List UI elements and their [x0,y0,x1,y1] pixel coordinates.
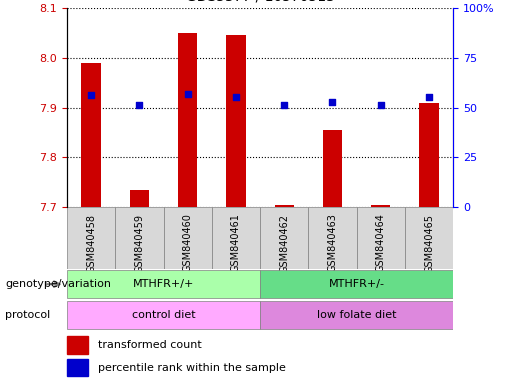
Bar [226,35,246,207]
Bar [274,205,294,207]
Point [425,93,433,99]
Point [135,102,144,108]
Text: protocol: protocol [5,310,50,320]
Bar [67,336,88,354]
Bar [163,207,212,269]
Bar [260,301,453,329]
Bar [405,207,453,269]
Point [183,91,192,97]
Bar [67,301,260,329]
Text: GSM840460: GSM840460 [183,214,193,272]
Point [329,98,337,104]
Point [87,92,95,98]
Text: low folate diet: low folate diet [317,310,397,320]
Bar [67,207,115,269]
Text: GSM840462: GSM840462 [279,214,289,273]
Text: GSM840459: GSM840459 [134,214,144,273]
Bar [212,207,260,269]
Text: GSM840464: GSM840464 [376,214,386,272]
Bar [371,205,390,207]
Bar [356,207,405,269]
Bar [308,207,356,269]
Bar [260,207,308,269]
Bar [419,103,439,207]
Point [232,93,240,99]
Bar [178,33,197,207]
Text: percentile rank within the sample: percentile rank within the sample [98,362,286,373]
Text: MTHFR+/-: MTHFR+/- [329,279,385,289]
Bar [67,270,260,298]
Text: MTHFR+/+: MTHFR+/+ [133,279,194,289]
Bar [323,130,342,207]
Text: GSM840463: GSM840463 [328,214,337,272]
Text: GSM840461: GSM840461 [231,214,241,272]
Text: GSM840465: GSM840465 [424,214,434,273]
Bar [260,270,453,298]
Text: genotype/variation: genotype/variation [5,279,111,289]
Bar [115,207,163,269]
Bar [67,359,88,376]
Point [376,102,385,108]
Text: transformed count: transformed count [98,340,201,350]
Bar [81,63,101,207]
Bar [130,190,149,207]
Text: GSM840458: GSM840458 [86,214,96,273]
Point [280,102,288,108]
Title: GDS5377 / 10570513: GDS5377 / 10570513 [185,0,335,4]
Text: control diet: control diet [132,310,195,320]
